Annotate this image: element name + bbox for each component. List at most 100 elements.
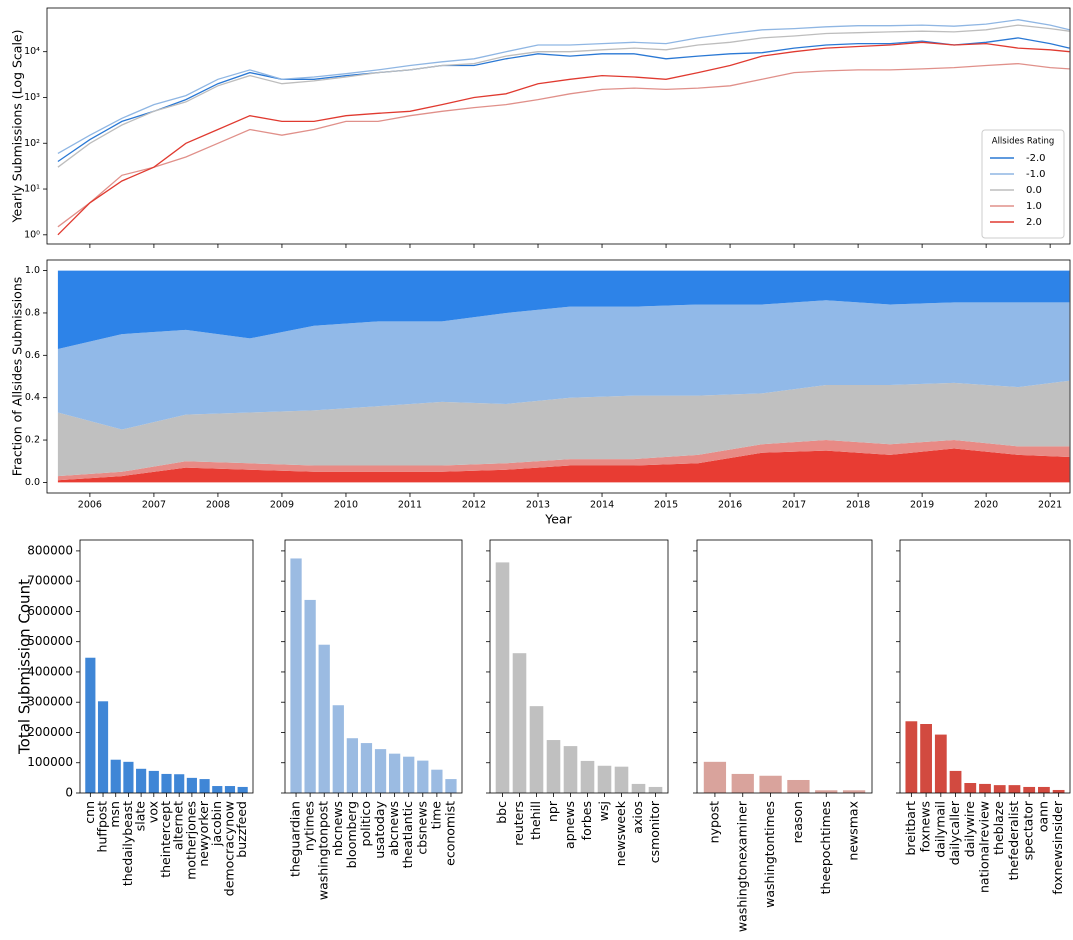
bar — [290, 558, 302, 793]
bar — [731, 773, 754, 793]
x-tick-label: 2010 — [334, 500, 358, 511]
bar — [346, 738, 359, 793]
x-tick-label: abcnews — [386, 801, 401, 856]
x-tick-label: 2020 — [974, 500, 998, 511]
y-tick-label: 10⁴ — [24, 46, 40, 57]
line-series — [57, 19, 1070, 154]
x-tick-label: buzzfeed — [234, 801, 249, 858]
area-series — [57, 300, 1070, 430]
x-tick-label: bloomberg — [344, 801, 359, 868]
y-tick-label: 0.8 — [25, 307, 40, 318]
axes-frame — [46, 259, 1071, 494]
x-tick-label: 2011 — [398, 500, 422, 511]
area-series — [57, 380, 1070, 477]
y-tick-label: 1.0 — [25, 265, 40, 276]
x-tick-label: washingtonexaminer — [734, 800, 749, 932]
x-tick-label: theguardian — [288, 801, 303, 877]
x-tick-label: newyorker — [196, 800, 211, 867]
bar — [1038, 786, 1050, 793]
x-tick-label: 2007 — [142, 500, 166, 511]
bar — [949, 770, 962, 793]
bar — [787, 779, 810, 793]
axes-frame — [696, 539, 873, 794]
bar — [1008, 785, 1021, 793]
bar — [445, 779, 457, 793]
bar — [332, 705, 344, 793]
x-tick-label: economist — [442, 801, 457, 866]
bar — [148, 770, 159, 793]
x-tick-label: nationalreview — [977, 801, 992, 893]
y-tick-label: 0.2 — [25, 435, 40, 446]
bar — [85, 657, 96, 793]
x-tick-label: 2018 — [846, 500, 870, 511]
axes-frame — [899, 539, 1071, 794]
y-tick-label: 0.4 — [25, 392, 40, 403]
bar — [964, 783, 977, 793]
x-tick-label: washingtontimes — [762, 801, 777, 908]
x-tick-label: theepochtimes — [818, 801, 833, 894]
x-tick-label: nytimes — [302, 801, 317, 851]
y-tick-label: 300000 — [27, 695, 73, 709]
x-tick-label: theintercept — [158, 801, 173, 878]
x-tick-label: vox — [145, 801, 160, 823]
bar — [495, 562, 510, 793]
bar — [199, 779, 210, 793]
bar — [360, 743, 373, 793]
bar — [920, 724, 932, 793]
x-tick-label: thefederalist — [1006, 801, 1021, 880]
x-tick-label: 2009 — [270, 500, 294, 511]
x-tick-label: slate — [133, 801, 148, 832]
x-tick-label: theatlantic — [400, 801, 415, 869]
x-tick-label: usatoday — [372, 800, 387, 858]
y-tick-label: 0.6 — [25, 350, 40, 361]
bar — [597, 765, 612, 793]
x-tick-label: huffpost — [95, 801, 110, 853]
legend-title: Allsides Rating — [992, 137, 1055, 147]
x-tick-label: newsweek — [613, 800, 628, 866]
x-tick-label: theblaze — [991, 801, 1006, 855]
x-tick-label: dailywire — [962, 801, 977, 857]
x-tick-label: thedailybeast — [120, 801, 135, 886]
bar — [905, 721, 918, 793]
area-series — [57, 440, 1070, 481]
x-tick-label: motherjones — [183, 801, 198, 880]
x-tick-label: 2014 — [590, 500, 614, 511]
bar — [186, 777, 197, 793]
bar — [993, 785, 1006, 793]
x-tick-label: politico — [358, 801, 373, 846]
y-tick-label: 500000 — [27, 634, 73, 648]
line-series — [57, 24, 1070, 168]
x-tick-label: 2021 — [1038, 500, 1062, 511]
bar — [580, 760, 595, 793]
bar — [815, 790, 838, 793]
y-tick-label: 200000 — [27, 725, 73, 739]
bar — [529, 706, 544, 793]
bar — [979, 783, 991, 793]
x-tick-label: csmonitor — [647, 800, 662, 863]
bar — [224, 786, 236, 793]
bar — [161, 773, 172, 793]
x-tick-label: dailymail — [932, 801, 947, 858]
bar — [110, 759, 121, 793]
x-tick-label: 2016 — [718, 500, 742, 511]
bar — [97, 701, 109, 793]
x-tick-label: jacobin — [209, 801, 224, 847]
bar — [563, 746, 578, 793]
line-series — [57, 41, 1070, 236]
y-axis-label: Yearly Submissions (Log Scale) — [10, 30, 25, 224]
x-tick-label: wsj — [596, 801, 611, 821]
line-series — [57, 37, 1070, 163]
y-tick-label: 700000 — [27, 574, 73, 588]
legend-label: 2.0 — [1026, 217, 1042, 228]
bar — [403, 756, 415, 793]
bar — [759, 775, 782, 793]
axes-frame — [46, 7, 1071, 245]
bar — [237, 786, 248, 793]
y-tick-label: 10⁰ — [24, 229, 40, 240]
bar — [388, 753, 401, 793]
bar — [648, 786, 663, 793]
x-tick-label: msn — [107, 801, 122, 828]
y-tick-label: 0 — [65, 786, 73, 800]
legend-label: 1.0 — [1026, 201, 1042, 212]
